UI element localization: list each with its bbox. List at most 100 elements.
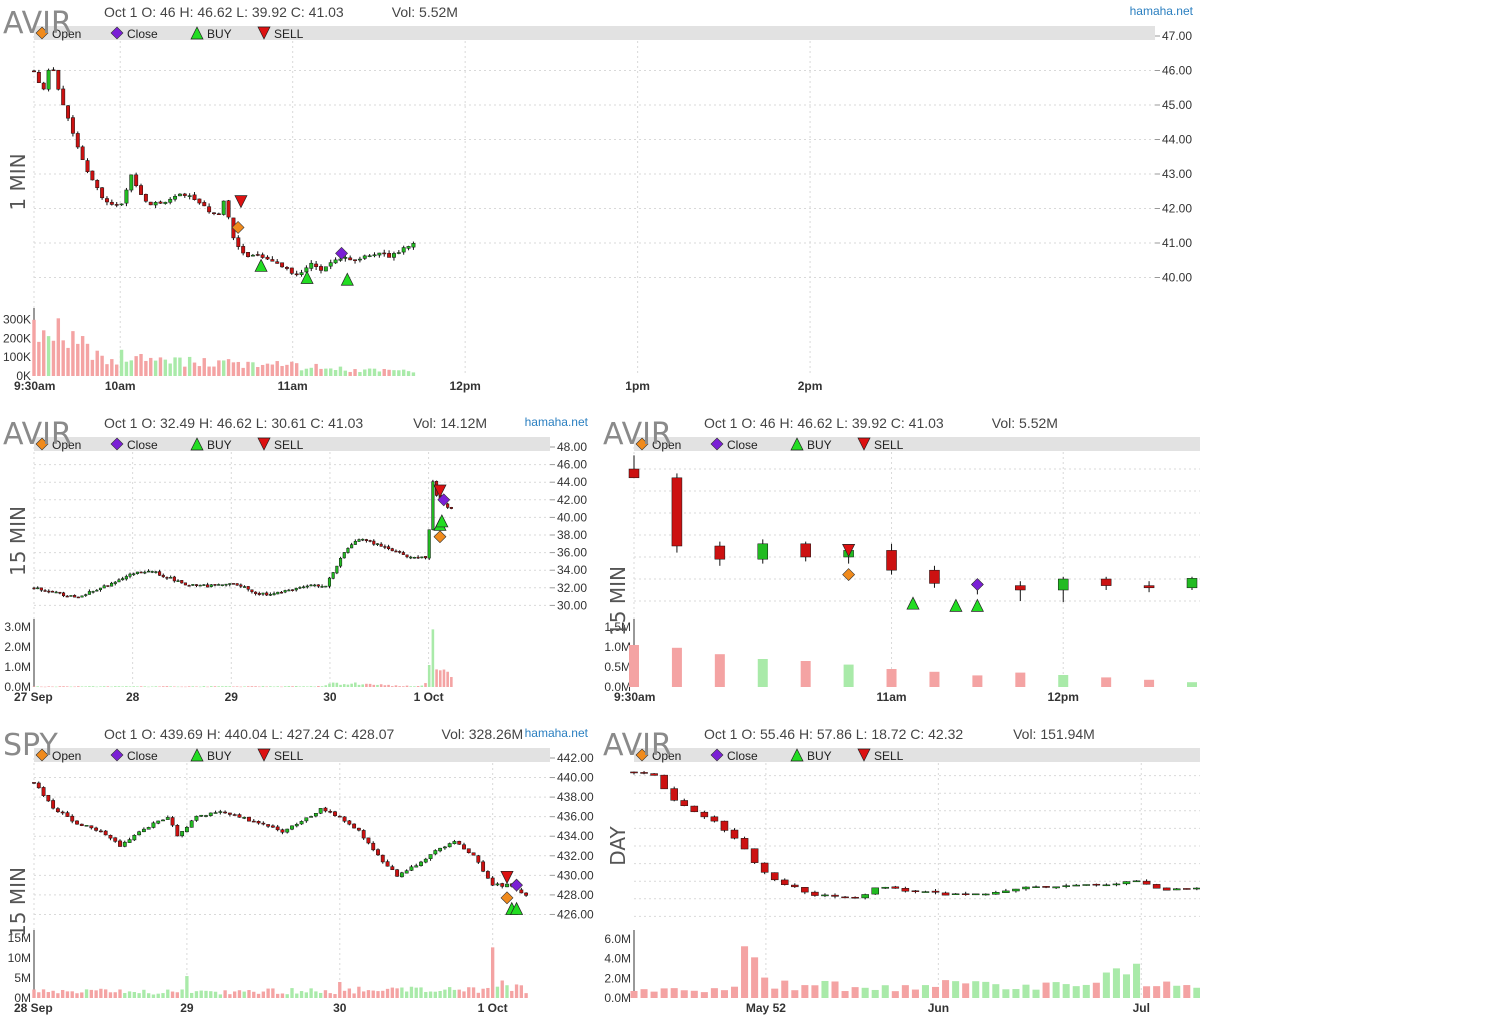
volume-bar <box>69 686 73 688</box>
volume-tick-label: 1.0M <box>4 660 31 674</box>
chart-avir-15min-intraday: 40.0041.0042.0043.0044.0045.0046.0047.00… <box>603 415 1200 704</box>
volume-bar <box>398 686 401 687</box>
legend-sell-label: SELL <box>274 749 304 763</box>
volume-bar <box>168 363 172 376</box>
candle-body <box>1032 886 1040 888</box>
volume-bar <box>166 989 170 998</box>
volume-bar <box>377 371 382 376</box>
candle-body <box>1193 887 1200 890</box>
candle-body <box>650 773 658 776</box>
volume-bar <box>42 330 46 376</box>
volume-info: Vol: 5.52M <box>992 415 1058 431</box>
volume-bar <box>132 686 136 687</box>
volume-bar <box>243 686 246 687</box>
volume-bar <box>218 994 223 998</box>
y-tick-label: 36.00 <box>557 546 587 560</box>
volume-bar <box>241 367 245 376</box>
volume-bar <box>371 990 375 998</box>
candle-body <box>232 814 237 816</box>
volume-bar <box>132 992 137 998</box>
volume-bar <box>952 981 960 998</box>
candle-body <box>1052 886 1060 889</box>
volume-bar <box>757 659 768 687</box>
chart-avir-day: 15.0020.0025.0030.0035.0040.0045.0050.00… <box>603 726 1200 1015</box>
candle-body <box>84 825 89 827</box>
volume-bar <box>304 368 309 376</box>
volume-tick-label: 300K <box>3 313 31 327</box>
volume-bar <box>761 977 769 998</box>
candle-body <box>172 576 176 582</box>
volume-bar <box>265 363 270 376</box>
close-marker <box>110 748 124 762</box>
volume-bar <box>137 993 141 998</box>
volume-bar <box>198 686 202 688</box>
candle-body <box>119 203 124 206</box>
volume-bar <box>314 991 318 998</box>
candle-body <box>770 872 779 881</box>
volume-bar <box>80 992 84 998</box>
volume-bar <box>452 989 457 998</box>
candle-body <box>371 842 376 851</box>
volume-bar <box>720 990 728 998</box>
candle-body <box>366 837 371 844</box>
close-marker <box>335 246 348 260</box>
volume-bar <box>209 991 213 998</box>
symbol-label: AVIR <box>3 6 72 41</box>
volume-bar <box>328 993 332 998</box>
volume-bar <box>94 990 98 998</box>
candle-body <box>241 246 246 254</box>
buy-marker <box>254 258 268 272</box>
close-marker <box>510 878 523 892</box>
y-tick-label: 44.00 <box>557 475 587 489</box>
candle-body <box>313 584 317 587</box>
candle-body <box>256 821 261 824</box>
candle-body <box>285 828 290 833</box>
y-tick-label: 45.00 <box>1162 98 1192 112</box>
candle-body <box>318 808 323 814</box>
candle-body <box>313 812 318 817</box>
volume-bar <box>368 683 372 687</box>
volume-bar <box>670 988 678 998</box>
candle-body <box>32 70 36 73</box>
candle-body <box>730 829 739 839</box>
volume-bar <box>252 991 256 998</box>
candle-body <box>217 584 221 586</box>
volume-info: Vol: 151.94M <box>1013 726 1095 742</box>
candle-body <box>94 827 99 831</box>
x-tick-label: 30 <box>323 690 337 704</box>
candle-body <box>268 594 272 596</box>
candle-body <box>36 72 41 83</box>
volume-tick-label: 6.0M <box>604 932 631 946</box>
candle-body <box>272 593 276 596</box>
volume-bar <box>54 686 58 688</box>
volume-bar <box>287 686 291 687</box>
volume-bar <box>276 686 280 687</box>
volume-bar <box>228 686 232 687</box>
volume-bar <box>100 355 104 376</box>
candle-body <box>1152 884 1161 889</box>
candle-body <box>62 592 66 597</box>
y-tick-label: 30.00 <box>557 598 587 612</box>
volume-bar <box>206 686 209 688</box>
candle-body <box>471 852 476 856</box>
candle-body <box>309 584 313 587</box>
legend-bar <box>634 748 1200 762</box>
volume-bar <box>71 331 75 376</box>
candle-body <box>280 262 285 268</box>
candle-body <box>357 258 362 261</box>
candle-body <box>1062 885 1070 887</box>
volume-bar <box>505 985 509 998</box>
volume-bar <box>235 686 239 687</box>
candle-body <box>113 837 118 842</box>
candle-body <box>70 117 75 134</box>
candle-body <box>333 259 338 264</box>
legend-close-label: Close <box>727 438 758 452</box>
x-tick-label: 1 Oct <box>414 690 444 704</box>
sell-marker <box>257 748 271 762</box>
volume-bar <box>32 686 36 687</box>
sell-marker <box>433 484 447 498</box>
volume-bar <box>223 990 227 998</box>
volume-bar <box>36 686 39 687</box>
volume-bar <box>350 683 353 687</box>
candle-body <box>320 586 324 588</box>
